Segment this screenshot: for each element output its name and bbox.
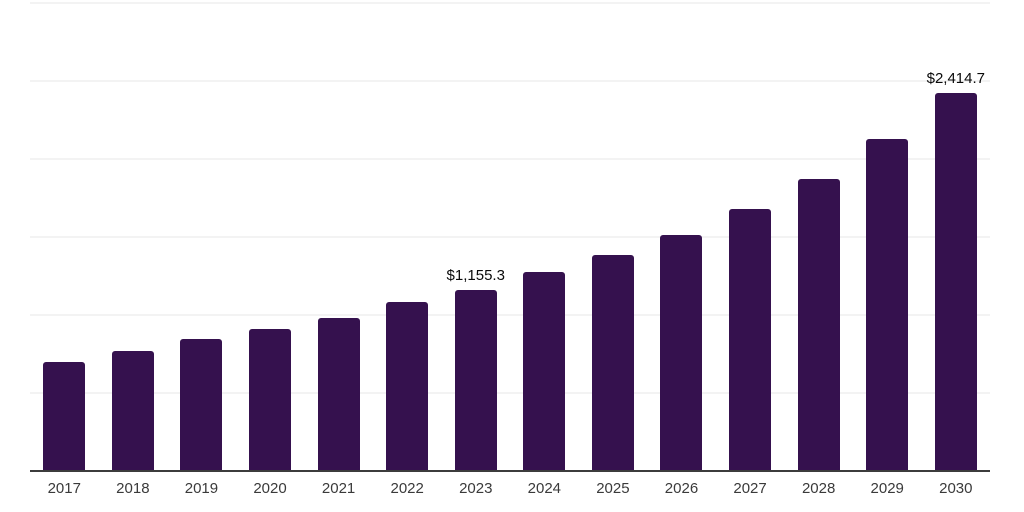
x-tick-2019: 2019 [184, 480, 219, 497]
x-tick-2022: 2022 [390, 480, 424, 497]
x-tick-2024: 2024 [527, 480, 562, 497]
bar-2018 [111, 351, 154, 470]
x-tick-2027: 2027 [733, 480, 767, 497]
bar-slot-2017 [30, 2, 99, 470]
bar-slot-2018 [99, 2, 168, 470]
bar-slot-2022 [373, 2, 442, 470]
bar-2028 [797, 179, 840, 470]
gridline-1000 [30, 314, 990, 316]
bar-2023 [454, 289, 497, 470]
bars-container: $1,155.3 $2,414.7 [30, 2, 990, 470]
x-tick-2030: 2030 [939, 480, 973, 497]
bar-2024 [523, 271, 566, 470]
bar-slot-2025 [579, 2, 648, 470]
x-tick-2025: 2025 [596, 480, 630, 497]
bar-2029 [866, 139, 909, 470]
x-tick-2020: 2020 [253, 480, 287, 497]
bar-slot-2020 [236, 2, 305, 470]
bar-2019 [180, 338, 223, 470]
bar-slot-2030: $2,414.7 [922, 2, 991, 470]
x-tick-2018: 2018 [116, 480, 150, 497]
x-tick-2021: 2021 [321, 480, 356, 497]
x-tick-2023: 2023 [459, 480, 493, 497]
x-axis: 2017 2018 2019 2020 2021 2022 2023 2024 2025 2026… [30, 480, 990, 497]
data-label-2030: $2,414.7 [926, 70, 985, 88]
bar-slot-2026 [647, 2, 716, 470]
bar-slot-2024 [510, 2, 579, 470]
gridline-2500 [30, 80, 990, 82]
bar-slot-2028 [784, 2, 853, 470]
x-tick-2029: 2029 [870, 480, 904, 497]
gridline-500 [30, 392, 990, 394]
bar-2022 [386, 302, 429, 470]
x-tick-2028: 2028 [801, 480, 836, 497]
gridline-2000 [30, 158, 990, 160]
bar-2030 [934, 93, 977, 470]
bar-slot-2027 [716, 2, 785, 470]
plot-area: $1,155.3 $2,414.7 [30, 2, 990, 472]
bar-slot-2021 [304, 2, 373, 470]
x-tick-2017: 2017 [47, 480, 81, 497]
gridline-1500 [30, 236, 990, 238]
bar-slot-2019 [167, 2, 236, 470]
data-label-2023: $1,155.3 [446, 266, 505, 284]
x-tick-2026: 2026 [664, 480, 699, 497]
bar-2026 [660, 235, 703, 470]
bar-slot-2029 [853, 2, 922, 470]
bar-2027 [729, 209, 772, 470]
gridline-3000 [30, 2, 990, 4]
bar-2017 [43, 361, 86, 470]
bar-2025 [591, 254, 634, 470]
bar-2020 [249, 328, 292, 470]
bar-2021 [317, 317, 360, 470]
bar-slot-2023: $1,155.3 [441, 2, 510, 470]
